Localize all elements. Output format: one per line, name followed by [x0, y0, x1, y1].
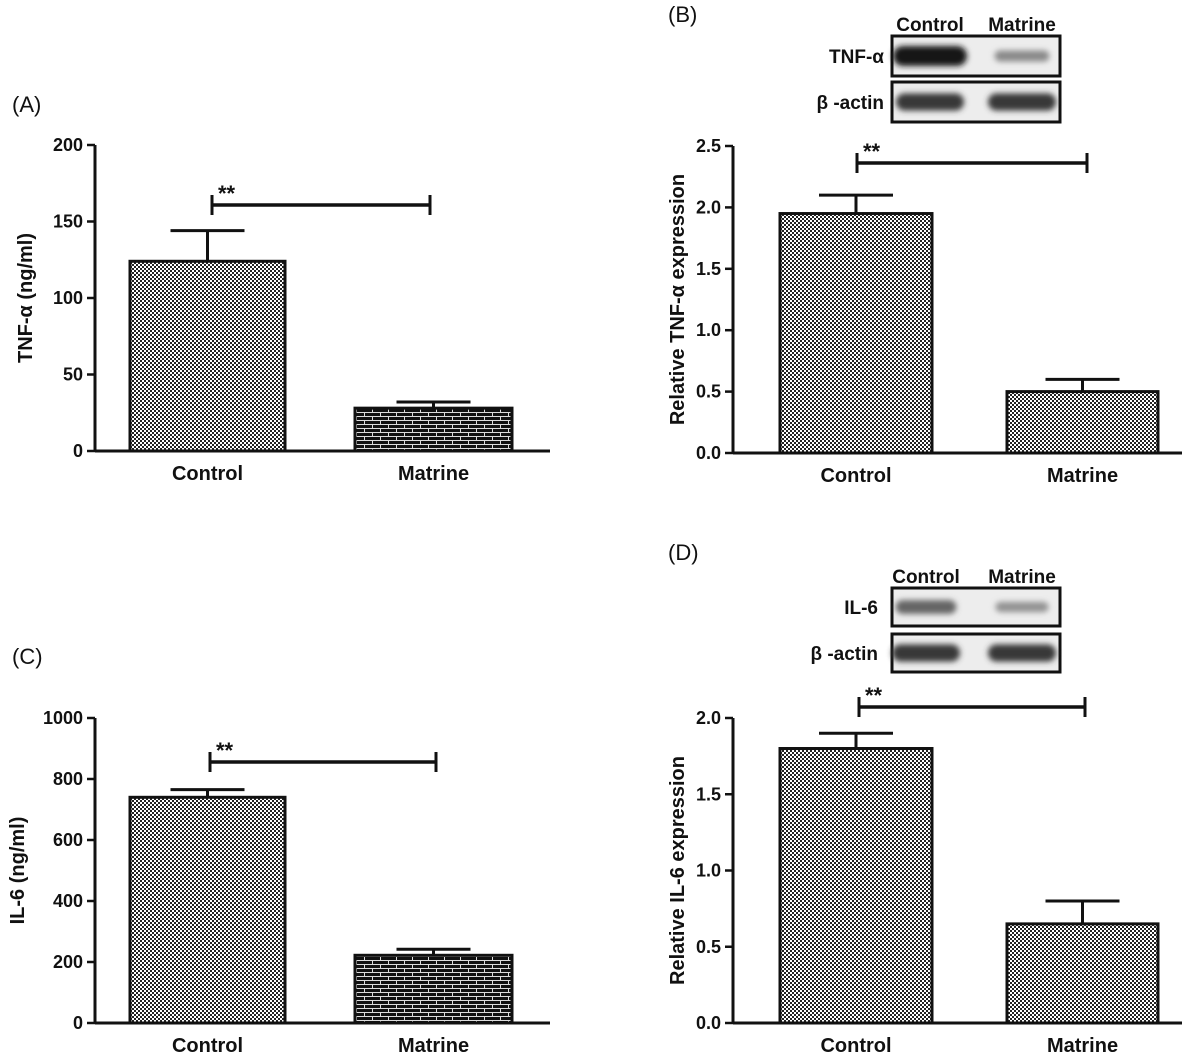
- panel-a-y-tick-label: 0: [73, 441, 83, 461]
- panel-b-y-tick-label: 0.0: [696, 443, 721, 463]
- panel-d-blot-band: [891, 644, 961, 662]
- panel-c-category-label: Control: [172, 1035, 243, 1056]
- panel-a-y-tick-label: 50: [63, 365, 83, 385]
- panel-b-plot: 0.0 0.5 1.0 1.5 2.0 2.5 Relative TNF-α express…: [667, 136, 1182, 487]
- panel-d-blot: Control Matrine IL-6 β -actin: [810, 567, 1062, 674]
- panel-b-y-tick-label: 0.5: [696, 382, 721, 402]
- panel-b: (B) Control Matrine TNF-α β -actin 0.0 0.5 1.…: [667, 2, 1182, 487]
- panel-b-blot: Control Matrine TNF-α β -actin: [816, 15, 1062, 124]
- panel-d-blot-lane-label: Control: [892, 567, 960, 588]
- panel-d-label: (D): [668, 540, 699, 565]
- panel-c-y-tick-label: 0: [73, 1013, 83, 1033]
- panel-a-bar-control: [128, 259, 287, 453]
- panel-a: (A) 0 50 100 150 200 TNF-α (ng/ml) Control Matr…: [12, 92, 550, 485]
- panel-b-blot-band: [994, 50, 1050, 62]
- panel-a-label: (A): [12, 92, 41, 117]
- panel-d-y-tick-label: 1.0: [696, 861, 721, 881]
- panel-c-y-tick-label: 800: [53, 769, 83, 789]
- panel-b-blot-lane-label: Control: [896, 15, 964, 36]
- panel-a-y-tick-label: 100: [53, 288, 83, 308]
- panel-d-y-tick-label: 0.5: [696, 937, 721, 957]
- panel-c-bar-control: [128, 795, 287, 1025]
- panel-d-bar-control: [778, 747, 934, 1025]
- panel-a-y-tick-label: 200: [53, 135, 83, 155]
- panel-b-y-tick-label: 1.5: [696, 259, 721, 279]
- panel-d-blot-strip: [890, 586, 1062, 628]
- panel-c: (C) 0 200 400 600 800 1000 IL-6 (ng/ml) Control…: [7, 644, 550, 1056]
- panel-a-category-label: Matrine: [398, 463, 469, 485]
- panel-d-blot-row-label: β -actin: [810, 644, 878, 665]
- panel-d-blot-lane-label: Matrine: [988, 567, 1056, 588]
- panel-b-bar-control: [778, 212, 934, 455]
- panel-b-label: (B): [668, 2, 697, 27]
- panel-b-y-axis-label: Relative TNF-α expression: [667, 174, 689, 425]
- panel-a-plot: 0 50 100 150 200 TNF-α (ng/ml) Control Matrine *…: [15, 135, 550, 485]
- panel-c-significance-marker: **: [216, 738, 234, 763]
- panel-a-significance-marker: **: [218, 181, 236, 206]
- panel-d-y-tick-label: 2.0: [696, 708, 721, 728]
- panel-b-y-tick-label: 2.5: [696, 136, 721, 156]
- panel-c-bar-matrine: [353, 953, 514, 1025]
- panel-d: (D) Control Matrine IL-6 β -actin 0.0 0.5 1.0…: [667, 540, 1182, 1056]
- panel-c-plot: 0 200 400 600 800 1000 IL-6 (ng/ml) Control Matr…: [7, 708, 550, 1056]
- panel-d-y-axis-label: Relative IL-6 expression: [667, 756, 689, 985]
- panel-c-y-tick-label: 1000: [43, 708, 83, 728]
- panel-d-significance-marker: **: [865, 683, 883, 708]
- panel-c-y-tick-label: 600: [53, 830, 83, 850]
- panel-d-bar-matrine: [1005, 922, 1160, 1025]
- panel-c-label: (C): [12, 644, 43, 669]
- panel-c-y-tick-label: 400: [53, 891, 83, 911]
- panel-b-blot-row-label: β -actin: [816, 93, 884, 114]
- panel-b-y-tick-label: 1.0: [696, 320, 721, 340]
- panel-b-y-tick-label: 2.0: [696, 197, 721, 217]
- panel-b-blot-band: [893, 46, 967, 66]
- panel-d-blot-row-label: IL-6: [844, 598, 878, 619]
- panel-a-bar-matrine: [353, 406, 514, 453]
- panel-a-category-label: Control: [172, 463, 243, 485]
- panel-d-category-label: Matrine: [1047, 1035, 1118, 1056]
- panel-d-plot: 0.0 0.5 1.0 1.5 2.0 Relative IL-6 expression C…: [667, 683, 1182, 1056]
- panel-b-category-label: Control: [820, 465, 891, 487]
- panel-b-blot-lane-label: Matrine: [988, 15, 1056, 36]
- panel-b-significance-marker: **: [863, 139, 881, 164]
- panel-b-blot-band: [987, 93, 1057, 111]
- panel-d-y-tick-label: 1.5: [696, 784, 721, 804]
- panel-b-blot-row-label: TNF-α: [829, 47, 884, 68]
- panel-b-bar-matrine: [1005, 390, 1160, 455]
- panel-c-category-label: Matrine: [398, 1035, 469, 1056]
- panel-b-blot-band: [895, 93, 965, 111]
- panel-c-y-axis-label: IL-6 (ng/ml): [7, 817, 29, 925]
- panel-d-blot-band: [895, 600, 957, 614]
- panel-d-blot-band: [995, 601, 1049, 613]
- panel-a-y-tick-label: 150: [53, 212, 83, 232]
- panel-d-y-tick-label: 0.0: [696, 1013, 721, 1033]
- panel-c-y-tick-label: 200: [53, 952, 83, 972]
- panel-b-category-label: Matrine: [1047, 465, 1118, 487]
- panel-a-y-axis-label: TNF-α (ng/ml): [15, 233, 37, 363]
- panel-d-category-label: Control: [820, 1035, 891, 1056]
- panel-d-blot-band: [987, 644, 1057, 662]
